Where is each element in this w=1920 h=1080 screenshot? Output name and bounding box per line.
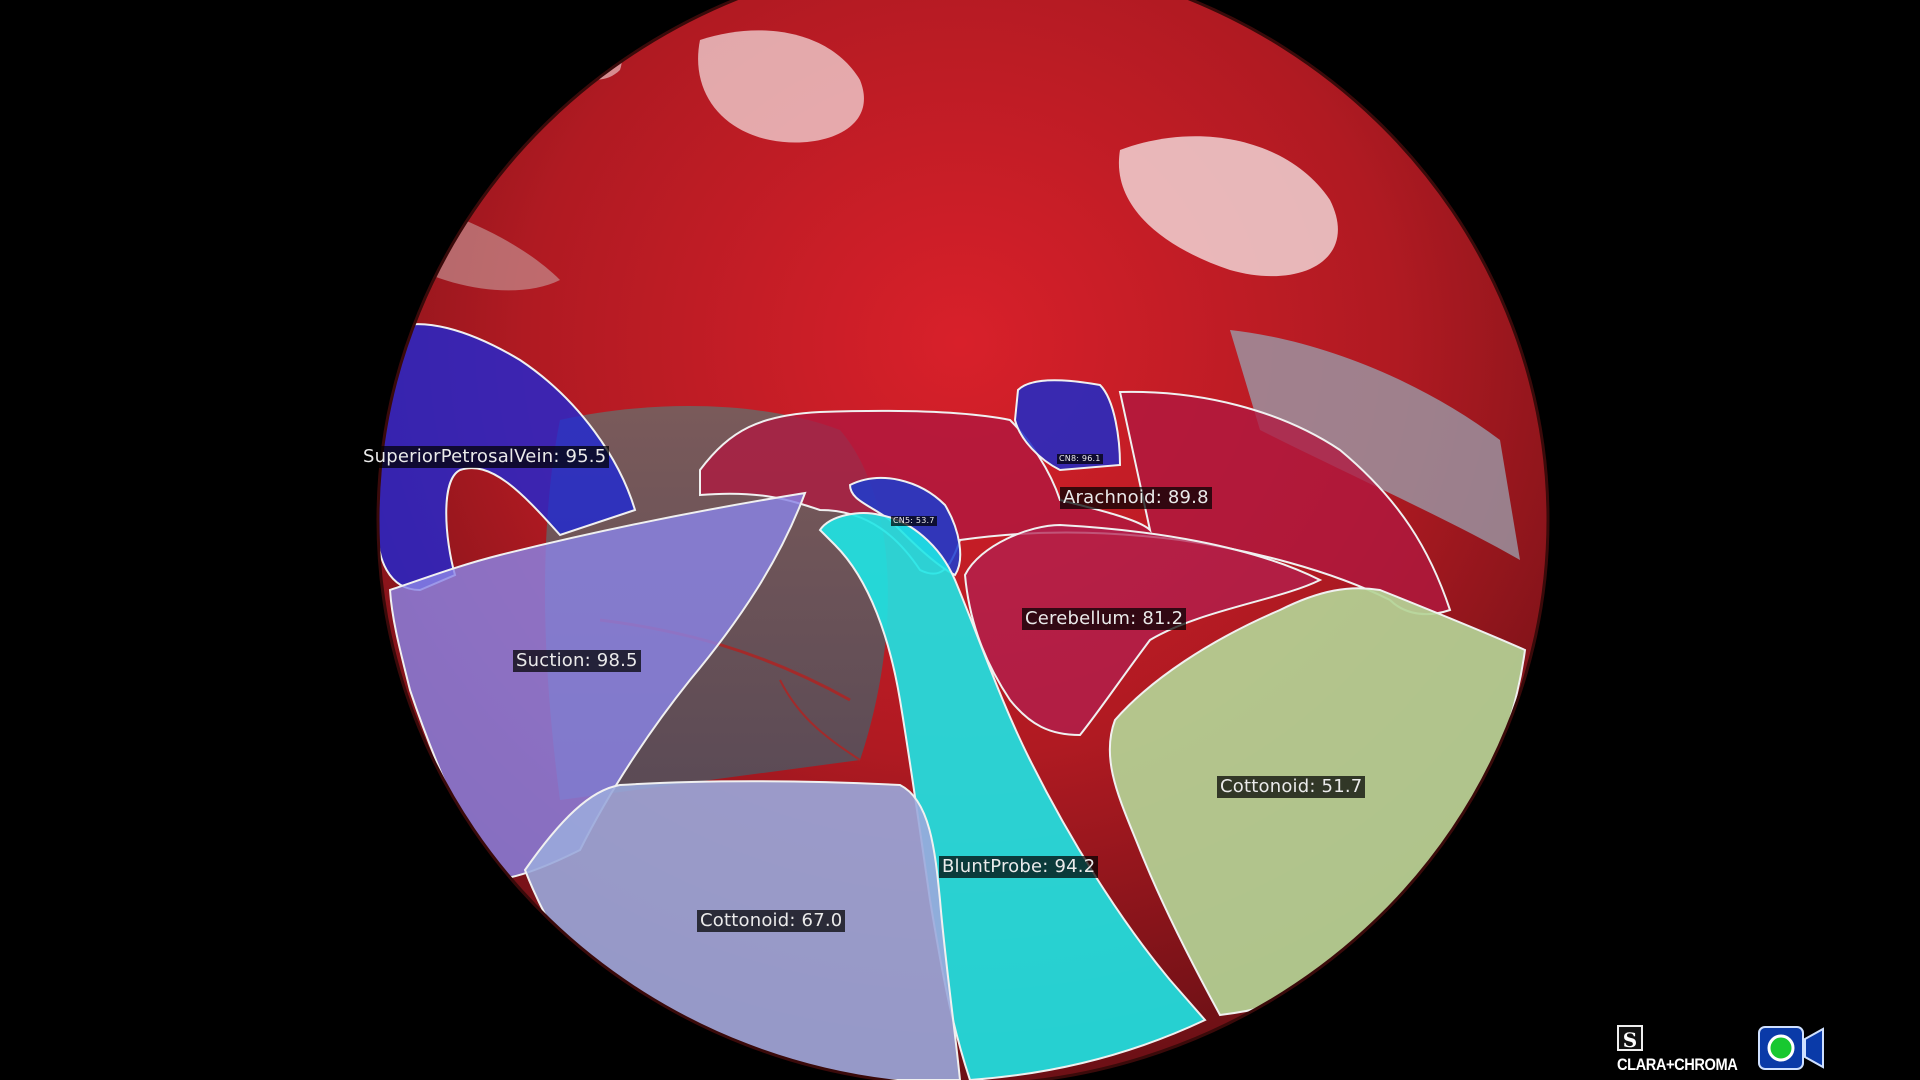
cerebellum-label: Cerebellum: 81.2	[1022, 608, 1187, 630]
arachnoid-label: Arachnoid: 89.8	[1060, 487, 1212, 509]
cottonoid-right-label: Cottonoid: 51.7	[1217, 776, 1366, 798]
cn5-label: CN5: 53.7	[891, 516, 937, 526]
brand-text: CLARA+CHROMA	[1617, 1055, 1738, 1074]
cerebellum-mask	[963, 523, 1323, 737]
watermark-logo: S CLARA+CHROMA	[1617, 1023, 1837, 1075]
suction-label: Suction: 98.5	[513, 650, 641, 672]
suction-mask	[388, 491, 807, 882]
cn8-label: CN8: 96.1	[1057, 454, 1103, 464]
superior-petrosal-vein-label: SuperiorPetrosalVein: 95.5	[360, 446, 610, 468]
blunt-probe-label: BluntProbe: 94.2	[939, 856, 1099, 878]
video-camera-icon	[1758, 1026, 1824, 1070]
storz-s-icon: S	[1617, 1025, 1643, 1052]
cn8-mask	[1013, 379, 1122, 472]
blunt-probe-mask	[818, 512, 1207, 1080]
cottonoid-left-label: Cottonoid: 67.0	[697, 910, 846, 932]
